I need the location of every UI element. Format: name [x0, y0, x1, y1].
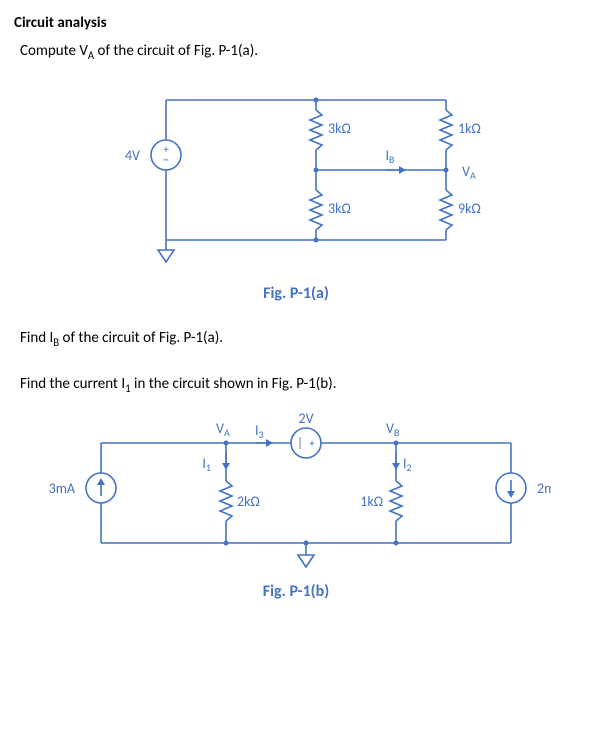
i2-label: I2: [403, 455, 412, 474]
isrc-3ma-label: 3mA: [49, 480, 76, 497]
r-left-label: 2kΩ: [237, 493, 260, 510]
ib-label: IB: [386, 147, 396, 166]
problem-1-prompt: Compute VA of the circuit of Fig. P-1(a)…: [20, 42, 578, 62]
svg-text:−: −: [163, 153, 169, 168]
va-node: VA: [216, 420, 230, 439]
r-top-right-label: 1kΩ: [458, 120, 481, 137]
isrc-2ma-label: 2mA: [537, 480, 551, 497]
r-right-label: 1kΩ: [360, 493, 383, 510]
vsrc-2v-label: 2V: [298, 413, 313, 427]
r-left: [220, 481, 232, 521]
vb-node: VB: [386, 420, 400, 439]
r-top-mid-label: 3kΩ: [328, 120, 351, 137]
r-bot-right-label: 9kΩ: [458, 200, 481, 217]
figure-p1b: 3mA 2mA | + 2V VA VB I3: [41, 413, 551, 578]
source-4v-label: 4V: [125, 147, 140, 164]
svg-text:+: +: [309, 437, 315, 450]
problem-2-prompt: Find IB of the circuit of Fig. P-1(a).: [20, 329, 578, 349]
va-label: VA: [462, 163, 476, 182]
r-right: [390, 481, 402, 521]
r-bot-mid-label: 3kΩ: [328, 200, 351, 217]
r-bot-right: [440, 190, 452, 230]
heading: Circuit analysis: [14, 14, 578, 32]
problem-3-prompt: Find the current I1 in the circuit shown…: [20, 375, 578, 395]
r-top-mid: [310, 110, 322, 150]
r-bot-mid: [310, 190, 322, 230]
i1-label: I1: [202, 455, 211, 474]
i3-label: I3: [255, 422, 264, 441]
circuit-b: 3mA 2mA | + 2V VA VB I3: [49, 413, 551, 567]
figure-p1a-caption: Fig. P-1(a): [14, 284, 578, 303]
figure-p1a: + − 4V: [106, 80, 486, 280]
circuit-a: + − 4V: [125, 98, 481, 263]
svg-text:|: |: [297, 436, 303, 451]
r-top-right: [440, 110, 452, 150]
figure-p1b-caption: Fig. P-1(b): [14, 582, 578, 601]
